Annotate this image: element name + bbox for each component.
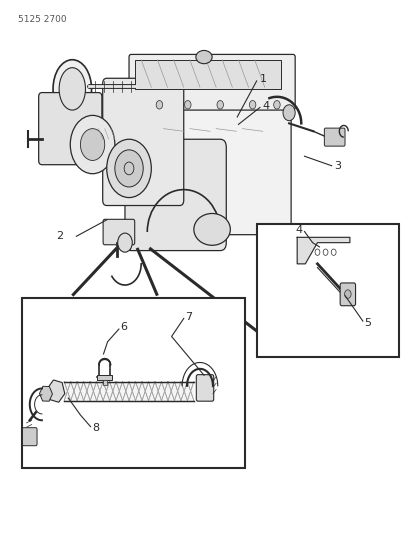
Text: 1: 1 bbox=[260, 74, 267, 84]
Bar bbox=[103, 381, 107, 385]
FancyBboxPatch shape bbox=[103, 219, 135, 245]
Text: 7: 7 bbox=[185, 312, 192, 322]
Circle shape bbox=[80, 128, 105, 160]
Circle shape bbox=[107, 139, 151, 198]
Circle shape bbox=[70, 115, 115, 174]
Ellipse shape bbox=[59, 68, 85, 110]
Circle shape bbox=[249, 101, 256, 109]
Text: 5125 2700: 5125 2700 bbox=[18, 14, 66, 23]
Ellipse shape bbox=[53, 60, 91, 118]
Polygon shape bbox=[297, 237, 350, 264]
Bar bbox=[64, 382, 194, 401]
FancyBboxPatch shape bbox=[153, 70, 291, 235]
FancyBboxPatch shape bbox=[125, 139, 226, 251]
Circle shape bbox=[283, 105, 295, 120]
Circle shape bbox=[156, 101, 163, 109]
FancyBboxPatch shape bbox=[129, 54, 295, 110]
Circle shape bbox=[331, 249, 336, 255]
Text: 4: 4 bbox=[263, 101, 270, 111]
FancyBboxPatch shape bbox=[324, 128, 345, 146]
Ellipse shape bbox=[194, 214, 231, 245]
Circle shape bbox=[315, 249, 320, 255]
Bar bbox=[22, 298, 244, 468]
FancyBboxPatch shape bbox=[103, 78, 184, 206]
Text: 6: 6 bbox=[120, 322, 127, 333]
Text: 8: 8 bbox=[92, 423, 99, 433]
Circle shape bbox=[184, 101, 191, 109]
Bar bbox=[98, 375, 112, 381]
Bar bbox=[257, 224, 399, 357]
Text: 5: 5 bbox=[364, 318, 371, 328]
FancyBboxPatch shape bbox=[39, 93, 102, 165]
Circle shape bbox=[115, 150, 143, 187]
Bar bbox=[135, 60, 281, 89]
Circle shape bbox=[274, 101, 280, 109]
Text: 4: 4 bbox=[295, 225, 302, 235]
Circle shape bbox=[118, 233, 132, 252]
Circle shape bbox=[345, 290, 351, 298]
Ellipse shape bbox=[196, 51, 212, 63]
FancyBboxPatch shape bbox=[22, 427, 37, 446]
FancyBboxPatch shape bbox=[196, 375, 214, 401]
Circle shape bbox=[323, 249, 328, 255]
Text: 3: 3 bbox=[335, 161, 341, 171]
FancyBboxPatch shape bbox=[340, 283, 355, 306]
Text: 2: 2 bbox=[56, 231, 63, 241]
Circle shape bbox=[217, 101, 224, 109]
Circle shape bbox=[124, 162, 134, 175]
